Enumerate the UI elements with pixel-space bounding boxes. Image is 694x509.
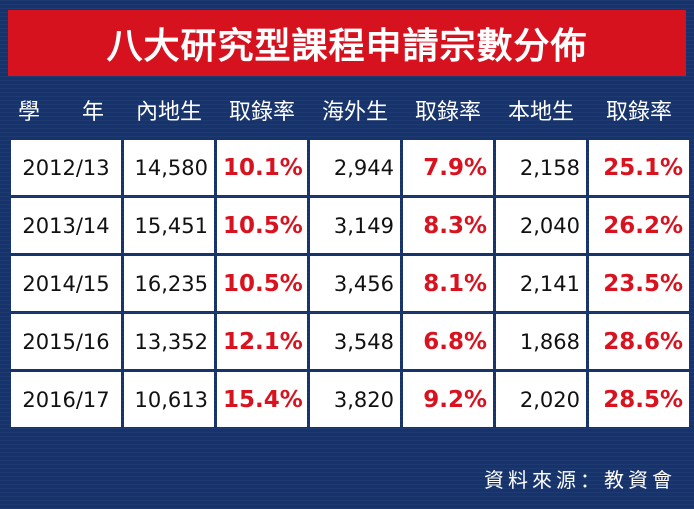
overseas-count-cell: 3,149 xyxy=(310,198,400,253)
local-rate-cell: 28.5% xyxy=(589,372,689,427)
chart-title: 八大研究型課程申請宗數分佈 xyxy=(106,25,588,67)
overseas-count-cell: 3,548 xyxy=(310,314,400,369)
data-table: 學 年 內地生 取錄率 海外生 取錄率 本地生 取錄率 2012/13 14,58… xyxy=(8,80,692,430)
mainland-count-cell: 16,235 xyxy=(124,256,214,311)
local-rate-cell: 28.6% xyxy=(589,314,689,369)
mainland-count-cell: 15,451 xyxy=(124,198,214,253)
mainland-rate-cell: 15.4% xyxy=(217,372,307,427)
header-mainland-rate: 取錄率 xyxy=(228,100,295,125)
table-row: 2012/13 14,580 10.1% 2,944 7.9% 2,158 25.1% xyxy=(11,140,689,195)
table-row: 2013/14 15,451 10.5% 3,149 8.3% 2,040 26.2% xyxy=(11,198,689,253)
overseas-rate-cell: 8.3% xyxy=(403,198,493,253)
local-count-cell: 2,020 xyxy=(496,372,586,427)
mainland-count-cell: 10,613 xyxy=(124,372,214,427)
local-count-cell: 2,158 xyxy=(496,140,586,195)
source-note: 資料來源：教資會 xyxy=(484,468,676,492)
overseas-count-cell: 3,456 xyxy=(310,256,400,311)
header-year: 學 年 xyxy=(17,100,114,125)
local-rate-cell: 26.2% xyxy=(589,198,689,253)
local-count-cell: 2,040 xyxy=(496,198,586,253)
table-row: 2014/15 16,235 10.5% 3,456 8.1% 2,141 23.5% xyxy=(11,256,689,311)
local-count-cell: 1,868 xyxy=(496,314,586,369)
overseas-rate-cell: 7.9% xyxy=(403,140,493,195)
header-mainland: 內地生 xyxy=(135,100,202,125)
table-row: 2016/17 10,613 15.4% 3,820 9.2% 2,020 28.5% xyxy=(11,372,689,427)
year-cell: 2016/17 xyxy=(11,372,121,427)
overseas-count-cell: 3,820 xyxy=(310,372,400,427)
year-cell: 2015/16 xyxy=(11,314,121,369)
header-local-rate: 取錄率 xyxy=(605,100,672,125)
mainland-count-cell: 14,580 xyxy=(124,140,214,195)
overseas-rate-cell: 6.8% xyxy=(403,314,493,369)
year-cell: 2013/14 xyxy=(11,198,121,253)
mainland-rate-cell: 10.5% xyxy=(217,256,307,311)
year-cell: 2012/13 xyxy=(11,140,121,195)
local-rate-cell: 25.1% xyxy=(589,140,689,195)
header-overseas: 海外生 xyxy=(321,100,388,125)
local-count-cell: 2,141 xyxy=(496,256,586,311)
overseas-rate-cell: 9.2% xyxy=(403,372,493,427)
header-row: 學 年 內地生 取錄率 海外生 取錄率 本地生 取錄率 xyxy=(11,83,689,137)
overseas-rate-cell: 8.1% xyxy=(403,256,493,311)
mainland-rate-cell: 10.1% xyxy=(217,140,307,195)
table-row: 2015/16 13,352 12.1% 3,548 6.8% 1,868 28.6% xyxy=(11,314,689,369)
header-local: 本地生 xyxy=(507,100,574,125)
title-banner: 八大研究型課程申請宗數分佈 xyxy=(8,10,686,76)
overseas-count-cell: 2,944 xyxy=(310,140,400,195)
mainland-count-cell: 13,352 xyxy=(124,314,214,369)
local-rate-cell: 23.5% xyxy=(589,256,689,311)
year-cell: 2014/15 xyxy=(11,256,121,311)
mainland-rate-cell: 12.1% xyxy=(217,314,307,369)
mainland-rate-cell: 10.5% xyxy=(217,198,307,253)
header-overseas-rate: 取錄率 xyxy=(414,100,481,125)
